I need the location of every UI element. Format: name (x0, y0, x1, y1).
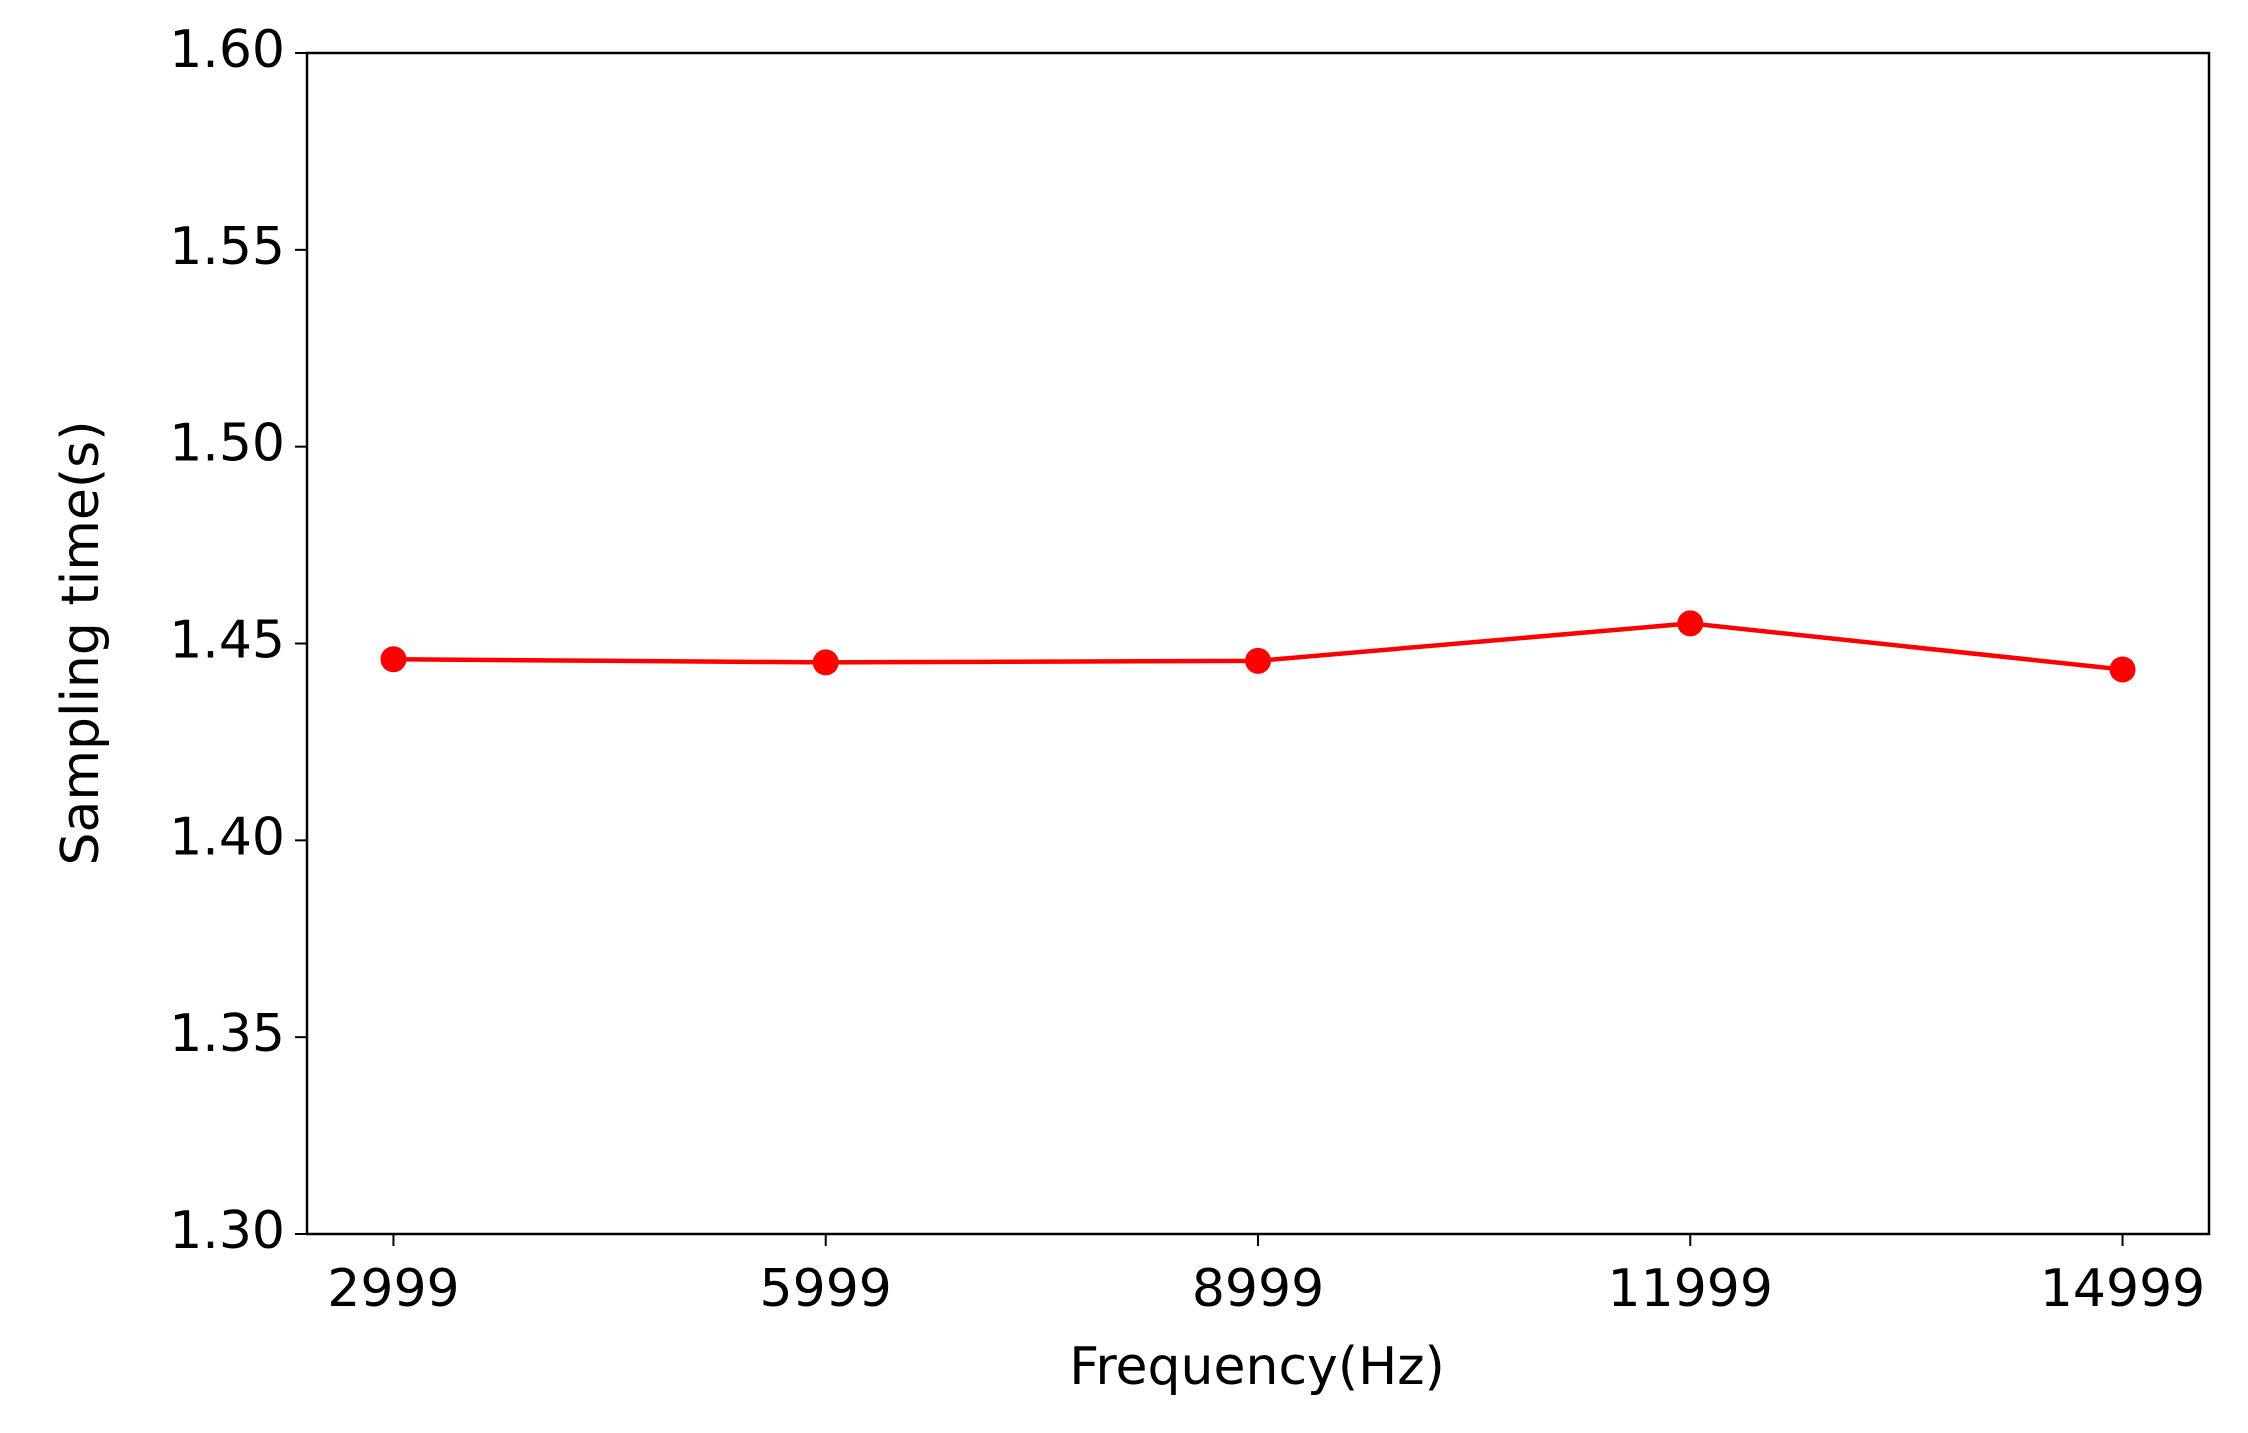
x-tick-label: 2999 (327, 1259, 459, 1319)
x-tick-label: 11999 (1608, 1259, 1773, 1319)
data-point (2109, 656, 2136, 683)
y-tick-label: 1.60 (169, 20, 285, 80)
plot-frame (305, 51, 2211, 1236)
data-point (380, 646, 407, 673)
x-tick-label: 8999 (1192, 1259, 1324, 1319)
x-axis-label: Frequency(Hz) (1069, 1337, 1445, 1397)
y-tick-label: 1.45 (169, 611, 285, 671)
y-tick-label: 1.30 (169, 1201, 285, 1261)
data-point (1245, 647, 1271, 674)
data-point (812, 649, 839, 676)
x-tick-label: 14999 (2040, 1259, 2205, 1319)
y-tick-label: 1.55 (169, 217, 285, 277)
data-point (1677, 610, 1704, 637)
y-axis-label: Sampling time(s) (51, 420, 111, 865)
y-tick-label: 1.40 (169, 807, 285, 867)
y-tick-label: 1.35 (169, 1004, 285, 1064)
x-tick-label: 5999 (760, 1259, 892, 1319)
y-tick-label: 1.50 (169, 414, 285, 474)
